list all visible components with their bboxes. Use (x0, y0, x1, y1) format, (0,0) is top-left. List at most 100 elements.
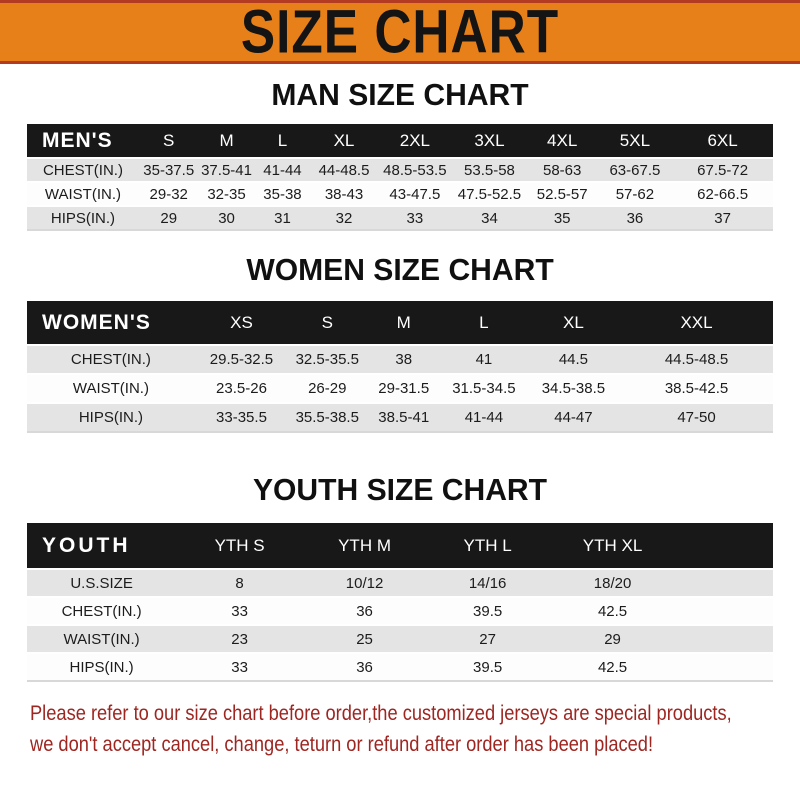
table-row: HIPS(IN.) 29 30 31 32 33 34 35 36 37 (27, 205, 773, 229)
table-cell: 35-37.5 (138, 157, 199, 181)
table-corner-label: MEN'S (42, 128, 113, 152)
table-cell: 62-66.5 (672, 181, 773, 205)
table-cell: 32 (310, 205, 378, 229)
table-cell: 33 (176, 652, 303, 680)
column-header: XS (230, 312, 253, 332)
row-header: CHEST(IN.) (27, 157, 139, 181)
men-size-table: MEN'S S M L XL 2XL 3XL 4XL 5XL 6XL CHEST(IN.) 35-3… (27, 124, 773, 231)
column-header: 4XL (547, 130, 578, 150)
table-cell: 38.5-41 (366, 402, 442, 431)
table-cell: 8 (176, 568, 303, 596)
table-row: CHEST(IN.) 35-37.5 37.5-41 41-44 44-48.5 48.5… (27, 157, 773, 181)
men-table-header-row: MEN'S S M L XL 2XL 3XL 4XL 5XL 6XL (27, 124, 773, 157)
youth-section-heading: YOUTH SIZE CHART (252, 472, 548, 507)
table-cell: 47-50 (620, 402, 773, 431)
row-header: HIPS(IN.) (27, 652, 177, 680)
table-cell: 37 (672, 205, 773, 229)
column-header: S (321, 312, 333, 332)
table-cell: 29-32 (138, 181, 199, 205)
table-cell: 31.5-34.5 (441, 373, 527, 402)
page-title: SIZE CHART (240, 0, 560, 66)
table-cell: 35.5-38.5 (288, 402, 367, 431)
column-header: XL (333, 130, 355, 150)
column-header: XL (563, 312, 584, 332)
table-cell: 23 (176, 624, 303, 652)
row-header: U.S.SIZE (27, 568, 177, 596)
table-cell: 33 (377, 205, 453, 229)
table-cell: 42.5 (549, 596, 676, 624)
table-cell: 32-35 (198, 181, 255, 205)
column-header: YTH L (463, 535, 512, 555)
table-cell: 36 (303, 652, 427, 680)
table-cell: 34 (452, 205, 527, 229)
table-cell: 44.5-48.5 (620, 344, 773, 373)
table-cell: 33-35.5 (194, 402, 289, 431)
table-cell: 52.5-57 (526, 181, 598, 205)
table-cell: 44.5 (526, 344, 621, 373)
table-cell: 31 (254, 205, 311, 229)
table-cell: 18/20 (549, 568, 676, 596)
table-cell: 58-63 (526, 157, 598, 181)
table-cell: 38 (366, 344, 442, 373)
table-row: CHEST(IN.) 33 36 39.5 42.5 (27, 596, 773, 624)
youth-size-table: YOUTH YTH S YTH M YTH L YTH XL U.S.SIZE 8 10/1… (27, 523, 773, 682)
table-cell: 43-47.5 (377, 181, 453, 205)
table-row: WAIST(IN.) 23.5-26 26-29 29-31.5 31.5-34.5 34… (27, 373, 773, 402)
column-header: YTH M (338, 535, 391, 555)
row-header: WAIST(IN.) (27, 181, 139, 205)
table-cell: 41-44 (254, 157, 311, 181)
table-row: CHEST(IN.) 29.5-32.5 32.5-35.5 38 41 44.5 44.5… (27, 344, 773, 373)
column-header: M (219, 130, 234, 150)
table-cell: 67.5-72 (672, 157, 773, 181)
table-cell: 36 (597, 205, 673, 229)
table-row: HIPS(IN.) 33 36 39.5 42.5 (27, 652, 773, 680)
women-section: WOMEN SIZE CHART WOMEN'S XS S M L XL XXL CHEST… (0, 253, 800, 433)
table-cell: 26-29 (288, 373, 367, 402)
column-header: L (479, 312, 489, 332)
table-cell: 29 (138, 205, 199, 229)
men-section: MAN SIZE CHART MEN'S S M L XL 2XL 3XL 4XL 5XL 6XL… (0, 78, 800, 231)
table-cell: 10/12 (303, 568, 427, 596)
table-cell: 44-47 (526, 402, 621, 431)
column-header: S (163, 130, 175, 150)
youth-table-body: U.S.SIZE 8 10/12 14/16 18/20 CHEST(IN.) 33 36 39… (27, 568, 773, 680)
table-corner-label: YOUTH (42, 533, 131, 557)
column-header: 3XL (474, 130, 505, 150)
row-header: CHEST(IN.) (27, 344, 195, 373)
table-cell: 35 (526, 205, 598, 229)
column-header: 2XL (399, 130, 430, 150)
row-header: HIPS(IN.) (27, 402, 195, 431)
table-cell: 36 (303, 596, 427, 624)
table-cell: 39.5 (426, 596, 550, 624)
column-header: XXL (680, 312, 713, 332)
table-cell (675, 652, 773, 680)
column-header (676, 523, 773, 568)
table-cell: 27 (426, 624, 550, 652)
women-size-table: WOMEN'S XS S M L XL XXL CHEST(IN.) 29.5-32.5 32.… (27, 301, 773, 433)
size-chart-page: SIZE CHART MAN SIZE CHART MEN'S S M L XL 2XL 3… (0, 0, 800, 756)
table-cell: 37.5-41 (198, 157, 255, 181)
men-table-body: CHEST(IN.) 35-37.5 37.5-41 41-44 44-48.5 48.5… (27, 157, 773, 229)
table-cell (675, 568, 773, 596)
table-cell: 29.5-32.5 (194, 344, 289, 373)
table-cell: 23.5-26 (194, 373, 289, 402)
table-cell: 39.5 (426, 652, 550, 680)
women-section-heading: WOMEN SIZE CHART (246, 252, 554, 287)
footer-note-line1: Please refer to our size chart before or… (30, 702, 732, 725)
table-row: HIPS(IN.) 33-35.5 35.5-38.5 38.5-41 41-44 44-… (27, 402, 773, 431)
table-row: WAIST(IN.) 29-32 32-35 35-38 38-43 43-47.5 47.… (27, 181, 773, 205)
table-cell: 38-43 (310, 181, 378, 205)
row-header: WAIST(IN.) (27, 373, 195, 402)
row-header: WAIST(IN.) (27, 624, 177, 652)
column-header: YTH S (214, 535, 265, 555)
column-header: YTH XL (582, 535, 643, 555)
table-cell: 47.5-52.5 (452, 181, 527, 205)
table-cell: 32.5-35.5 (288, 344, 367, 373)
column-header: 6XL (707, 130, 738, 150)
table-cell: 29-31.5 (366, 373, 442, 402)
women-table-header-row: WOMEN'S XS S M L XL XXL (27, 301, 773, 344)
table-cell: 38.5-42.5 (620, 373, 773, 402)
table-cell (675, 596, 773, 624)
table-cell: 41-44 (441, 402, 527, 431)
table-cell (675, 624, 773, 652)
